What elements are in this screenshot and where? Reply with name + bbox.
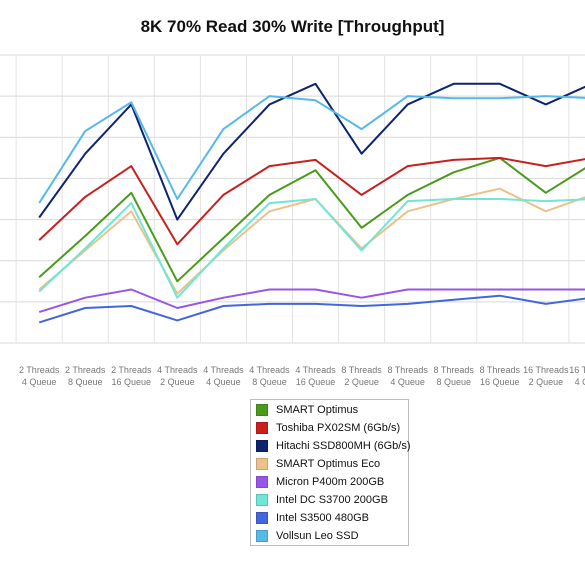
series-line-3 [38, 187, 585, 295]
legend-swatch [256, 512, 268, 524]
legend-swatch [256, 476, 268, 488]
chart-title: 8K 70% Read 30% Write [Throughput] [140, 17, 445, 36]
series-line-6 [38, 294, 585, 324]
legend-swatch [256, 440, 268, 452]
x-tick-label: 16 Threads 2 Queue [523, 365, 569, 387]
legend: SMART Optimus Toshiba PX02SM (6Gb/s) Hitac… [250, 399, 411, 546]
legend-item: SMART Optimus [256, 401, 358, 419]
x-tick-label: 2 Threads 16 Queue [111, 365, 152, 387]
legend-label: Intel DC S3700 200GB [276, 494, 388, 506]
x-tick-label: 8 Threads 4 Queue [387, 365, 428, 387]
legend-item: Micron P400m 200GB [256, 473, 384, 491]
series-line-1 [38, 156, 585, 246]
legend-swatch [256, 422, 268, 434]
grid [0, 54, 585, 344]
legend-item: Vollsun Leo SSD [256, 527, 359, 545]
legend-swatch [256, 458, 268, 470]
x-tick-label: 4 Threads 16 Queue [295, 365, 336, 387]
x-tick-label: 4 Threads 8 Queue [249, 365, 290, 387]
series-lines [38, 82, 585, 324]
x-tick-label: 4 Threads 2 Queue [157, 365, 198, 387]
legend-item: SMART Optimus Eco [256, 455, 380, 473]
legend-swatch [256, 530, 268, 542]
legend-label: Toshiba PX02SM (6Gb/s) [276, 422, 401, 434]
legend-label: Hitachi SSD800MH (6Gb/s) [276, 440, 411, 452]
legend-label: Intel S3500 480GB [276, 512, 369, 524]
legend-label: SMART Optimus [276, 404, 359, 416]
legend-item: Hitachi SSD800MH (6Gb/s) [256, 437, 411, 455]
x-tick-label: 2 Threads 4 Queue [19, 365, 60, 387]
legend-label: Micron P400m 200GB [276, 476, 385, 488]
x-tick-label: 4 Threads 4 Queue [203, 365, 244, 387]
series-line-5 [38, 198, 585, 299]
legend-item: Toshiba PX02SM (6Gb/s) [256, 419, 400, 437]
legend-label: Vollsun Leo SSD [276, 530, 359, 542]
legend-label: SMART Optimus Eco [276, 458, 381, 470]
x-tick-label: 2 Threads 8 Queue [65, 365, 106, 387]
x-tick-label: 8 Threads 2 Queue [341, 365, 382, 387]
series-line-7 [38, 95, 585, 204]
legend-swatch [256, 404, 268, 416]
x-tick-label: 8 Threads 8 Queue [434, 365, 475, 387]
x-tick-label: 8 Threads 16 Queue [480, 365, 521, 387]
legend-item: Intel DC S3700 200GB [256, 491, 388, 509]
legend-item: Intel S3500 480GB [256, 509, 369, 527]
legend-swatch [256, 494, 268, 506]
series-line-4 [38, 288, 585, 314]
